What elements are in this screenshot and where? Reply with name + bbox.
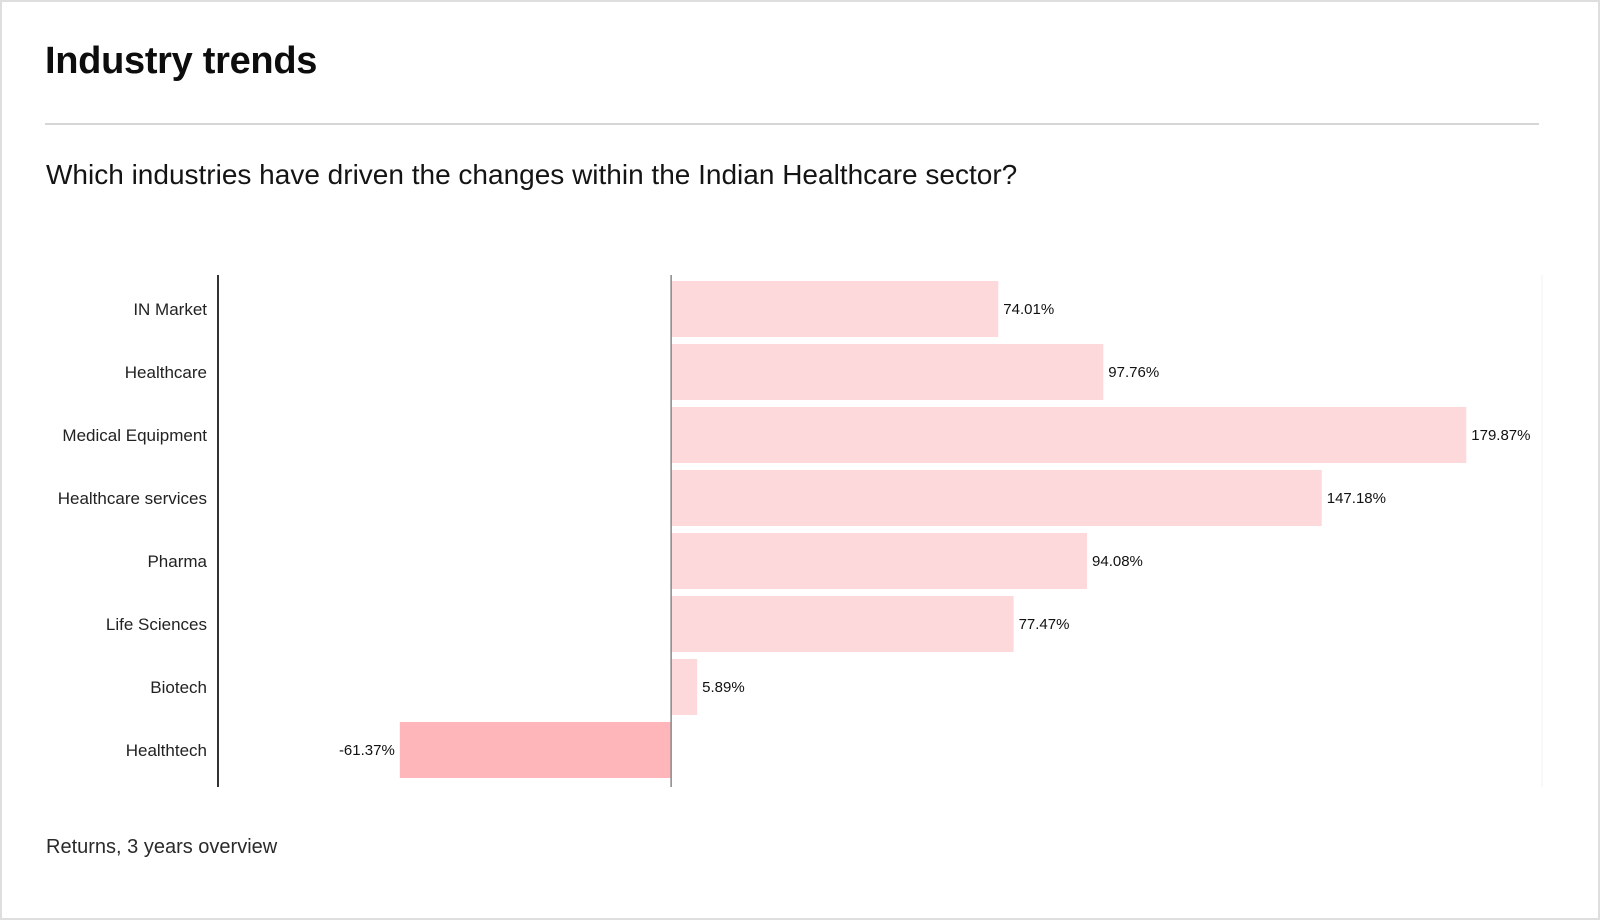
title-divider xyxy=(45,123,1539,125)
page-title: Industry trends xyxy=(45,40,318,82)
category-label: Healthtech xyxy=(126,741,207,760)
category-label: Healthcare xyxy=(125,363,207,382)
bar xyxy=(671,596,1014,652)
bar xyxy=(671,344,1104,400)
bar-chart: IN Market 74.01% Healthcare 97.76% Medical E… xyxy=(58,275,1543,787)
bar xyxy=(399,722,672,778)
chart-caption: Returns, 3 years overview xyxy=(46,836,278,858)
data-label: 5.89% xyxy=(702,679,745,696)
labels-layer: IN Market 74.01% Healthcare 97.76% Medical E… xyxy=(58,300,1531,760)
data-label: 74.01% xyxy=(1003,301,1054,318)
category-label: IN Market xyxy=(133,300,207,319)
bar xyxy=(671,659,698,715)
bar xyxy=(671,407,1467,463)
data-label: 97.76% xyxy=(1108,364,1159,381)
data-label: 147.18% xyxy=(1327,490,1386,507)
category-label: Medical Equipment xyxy=(62,426,207,445)
category-label: Life Sciences xyxy=(106,615,207,634)
category-label: Pharma xyxy=(147,552,207,571)
bar xyxy=(671,533,1088,589)
bar xyxy=(671,281,999,337)
data-label: 77.47% xyxy=(1019,616,1070,633)
bars-layer xyxy=(399,281,1467,778)
chart-question: Which industries have driven the changes… xyxy=(46,159,1018,190)
bar xyxy=(671,470,1322,526)
data-label: -61.37% xyxy=(339,742,395,759)
data-label: 94.08% xyxy=(1092,553,1143,570)
category-label: Biotech xyxy=(150,678,207,697)
data-label: 179.87% xyxy=(1471,427,1530,444)
category-label: Healthcare services xyxy=(58,489,207,508)
